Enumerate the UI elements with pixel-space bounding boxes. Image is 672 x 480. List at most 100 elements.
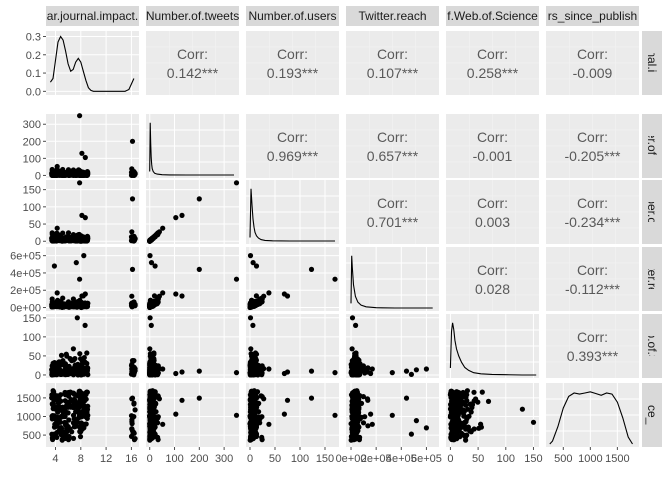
scatter-point bbox=[53, 371, 59, 378]
corr-value: 0.142*** bbox=[167, 65, 219, 81]
scatter-point bbox=[254, 300, 260, 306]
x-tick-label: 0 bbox=[447, 453, 453, 465]
column-strip-label: f.Web.of.Science bbox=[447, 9, 538, 23]
scatter-point bbox=[53, 300, 59, 306]
x-tick-label: 0 bbox=[247, 453, 253, 465]
x-tick-label: 300 bbox=[215, 453, 233, 465]
scatter-point bbox=[78, 420, 84, 426]
scatter-point bbox=[233, 276, 240, 282]
scatter-point bbox=[173, 370, 179, 377]
scatter-point bbox=[250, 434, 256, 440]
y-tick-label: 50 bbox=[29, 351, 41, 363]
scatter-point bbox=[62, 172, 68, 178]
scatter-point bbox=[129, 171, 135, 178]
scatter-point bbox=[349, 346, 355, 352]
scatter-point bbox=[81, 355, 87, 361]
scatter-point bbox=[365, 365, 371, 371]
density-curve bbox=[449, 322, 537, 376]
scatter-point bbox=[466, 413, 472, 419]
scatter-point bbox=[74, 409, 80, 415]
scatter-point bbox=[66, 417, 72, 423]
scatter-point bbox=[284, 397, 291, 403]
scatter-point bbox=[70, 435, 77, 441]
scatter-point bbox=[266, 366, 272, 372]
scatter-point bbox=[457, 434, 463, 440]
scatter-point bbox=[148, 434, 155, 440]
scatter-point bbox=[62, 389, 68, 396]
scatter-point bbox=[49, 413, 55, 419]
scatter-point bbox=[148, 427, 154, 433]
corr-value: 0.003 bbox=[475, 214, 510, 230]
column-strip-label: Number.of.tweets bbox=[146, 9, 239, 23]
y-axis-row-1: 0 100 200 300 bbox=[23, 119, 46, 182]
scatter-point bbox=[463, 419, 469, 425]
scatter-point bbox=[129, 229, 135, 235]
scatter-point bbox=[83, 389, 89, 395]
panel-r2-c3: Corr: 0.701*** bbox=[346, 180, 439, 244]
y-tick-label: 2e+05 bbox=[10, 285, 41, 297]
y-tick-label: 0.2 bbox=[26, 50, 41, 62]
scatter-point bbox=[460, 389, 466, 396]
scatter-point bbox=[129, 367, 135, 373]
scatter-point bbox=[75, 393, 81, 399]
y-tick-label: 0 bbox=[35, 170, 41, 182]
panel-r3-c4: Corr: 0.028 bbox=[446, 247, 539, 311]
panel-r2-c1 bbox=[146, 180, 240, 244]
scatter-point bbox=[148, 236, 154, 243]
x-tick-label: 50 bbox=[269, 453, 281, 465]
density-curve bbox=[549, 391, 633, 445]
scatter-point bbox=[360, 420, 367, 426]
scatter-point bbox=[78, 236, 84, 243]
scatter-point bbox=[464, 406, 471, 412]
scatter-point bbox=[59, 404, 65, 410]
scatter-point bbox=[479, 389, 485, 395]
scatter-point bbox=[54, 304, 60, 310]
corr-value: 0.393*** bbox=[567, 348, 619, 364]
scatter-point bbox=[463, 437, 469, 443]
row-strip-label: _since_publ bbox=[645, 382, 659, 447]
scatter-point bbox=[77, 276, 83, 282]
scatter-point bbox=[129, 237, 135, 243]
scatter-point bbox=[196, 266, 202, 272]
scatter-point bbox=[350, 371, 356, 377]
corr-label: Corr: bbox=[377, 129, 408, 145]
scatter-point bbox=[266, 290, 272, 296]
scatter-point bbox=[352, 427, 358, 433]
scatter-point bbox=[250, 427, 256, 433]
column-strip-days: rs_since_publish bbox=[546, 6, 639, 26]
scatter-point bbox=[129, 421, 135, 427]
scatter-point bbox=[456, 407, 463, 413]
scatter-point bbox=[332, 370, 338, 376]
scatter-point bbox=[82, 322, 88, 328]
scatter-point bbox=[423, 425, 429, 431]
scatter-point bbox=[256, 409, 262, 415]
strip-background bbox=[46, 6, 139, 26]
panel-r3-c0 bbox=[46, 247, 139, 311]
scatter-point bbox=[74, 171, 80, 177]
panel-r1-c2: Corr: 0.969*** bbox=[246, 114, 339, 178]
corr-label: Corr: bbox=[477, 46, 508, 62]
scatter-point bbox=[369, 366, 375, 372]
corr-label: Corr: bbox=[477, 195, 508, 211]
corr-label: Corr: bbox=[377, 195, 408, 211]
scatter-point bbox=[129, 293, 135, 299]
scatter-point bbox=[253, 293, 259, 299]
scatter-point bbox=[253, 351, 260, 357]
scatter-point bbox=[78, 366, 84, 372]
strip-background bbox=[642, 180, 662, 244]
panel-r0-c2: Corr: 0.193*** bbox=[246, 31, 339, 95]
scatter-point bbox=[69, 429, 75, 435]
column-strip-reach: Twitter.reach bbox=[346, 6, 439, 26]
x-axis-col-4: 0 50 100 150 bbox=[447, 447, 543, 465]
strip-background bbox=[642, 247, 662, 311]
x-tick-label: 150 bbox=[316, 453, 334, 465]
scatter-point bbox=[54, 238, 60, 244]
scatter-point bbox=[77, 400, 83, 406]
row-strip-wos: Web.of.Scie bbox=[642, 314, 662, 378]
scatter-point bbox=[160, 290, 166, 296]
scatter-point bbox=[471, 389, 477, 395]
density-curve bbox=[149, 122, 234, 176]
corr-value: 0.107*** bbox=[367, 65, 419, 81]
scatter-point bbox=[475, 399, 481, 405]
scatter-point bbox=[82, 359, 88, 365]
